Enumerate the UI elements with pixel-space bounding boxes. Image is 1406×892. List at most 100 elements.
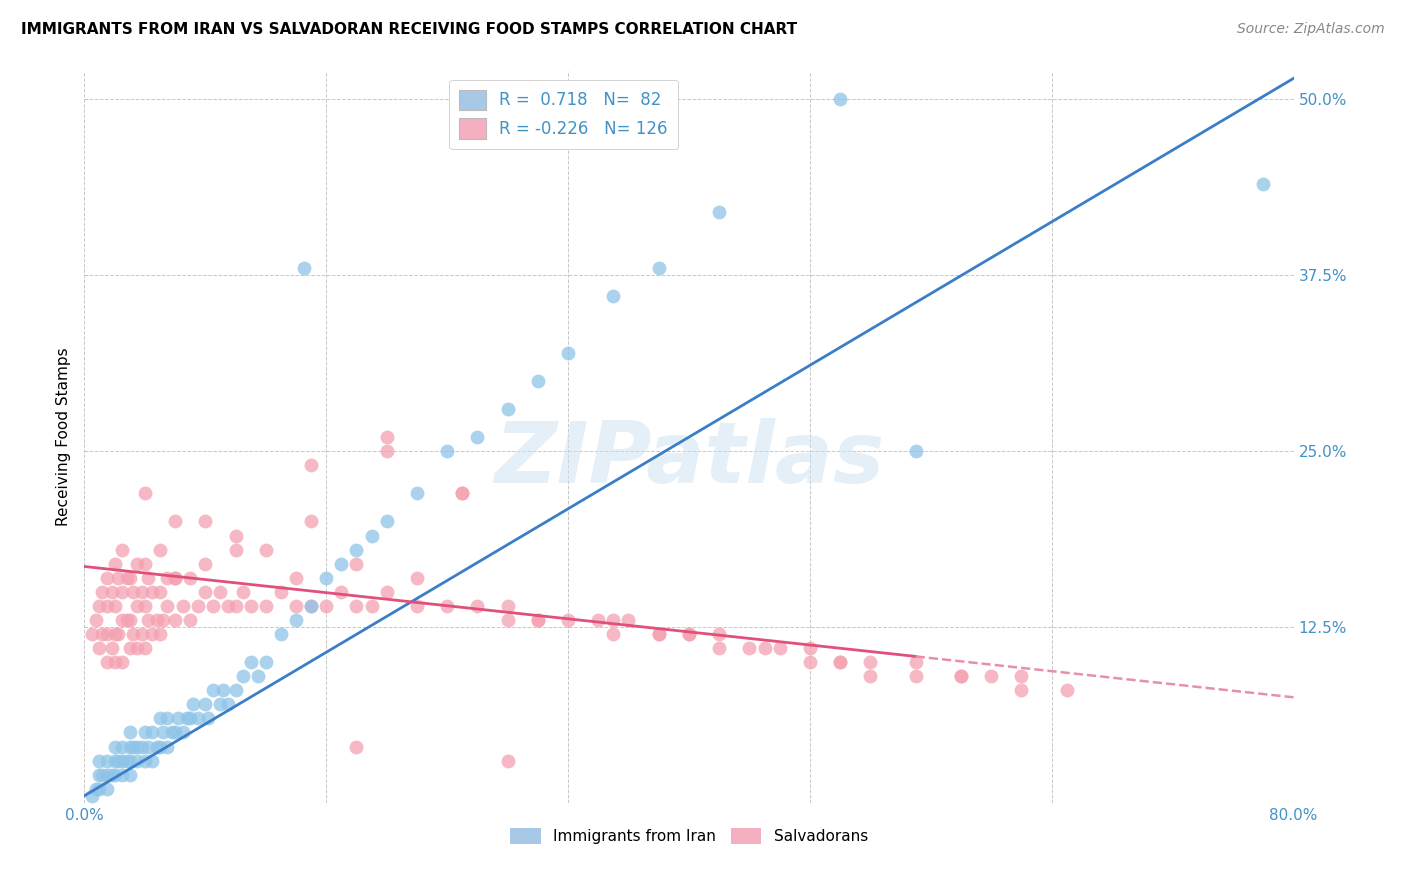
Point (86, 613, 108, 627)
Point (194, 557, 217, 571)
Point (127, 739, 149, 754)
Point (330, 584, 353, 599)
Point (107, 627, 129, 641)
Point (285, 571, 308, 585)
Point (152, 613, 174, 627)
Point (100, 584, 122, 599)
Point (107, 571, 129, 585)
Point (111, 739, 134, 754)
Point (217, 599, 239, 613)
Point (201, 599, 224, 613)
Point (115, 613, 138, 627)
Point (830, 655, 852, 669)
Point (1056, 683, 1078, 698)
Point (859, 655, 882, 669)
Point (104, 739, 127, 754)
Point (950, 669, 973, 683)
Point (96, 571, 118, 585)
Point (648, 627, 671, 641)
Point (149, 542, 172, 557)
Point (451, 486, 474, 500)
Point (225, 528, 247, 542)
Point (201, 683, 224, 698)
Point (830, 93, 852, 107)
Point (496, 754, 519, 768)
Point (165, 571, 187, 585)
Point (160, 725, 183, 739)
Point (225, 599, 247, 613)
Text: ZIPatlas: ZIPatlas (494, 417, 884, 500)
Point (100, 641, 122, 656)
Point (141, 754, 163, 768)
Point (121, 739, 143, 754)
Point (285, 599, 308, 613)
Point (292, 261, 315, 276)
Point (239, 655, 262, 669)
Point (156, 739, 179, 754)
Point (254, 655, 277, 669)
Point (950, 669, 973, 683)
Point (121, 627, 143, 641)
Point (146, 613, 169, 627)
Point (346, 739, 368, 754)
Point (375, 430, 398, 444)
Point (136, 739, 159, 754)
Point (557, 345, 579, 359)
Point (360, 528, 382, 542)
Point (769, 641, 792, 656)
Point (451, 486, 474, 500)
Point (179, 613, 201, 627)
Y-axis label: Receiving Food Stamps: Receiving Food Stamps (56, 348, 72, 526)
Point (136, 571, 159, 585)
Point (104, 557, 127, 571)
Point (254, 599, 277, 613)
Point (232, 669, 254, 683)
Point (496, 401, 519, 416)
Point (1253, 177, 1275, 191)
Point (96, 599, 118, 613)
Point (149, 627, 172, 641)
Point (217, 698, 239, 712)
Point (149, 584, 172, 599)
Point (270, 627, 292, 641)
Point (406, 486, 429, 500)
Point (127, 599, 149, 613)
Point (167, 711, 190, 725)
Point (179, 571, 201, 585)
Point (96, 627, 118, 641)
Point (91, 767, 114, 781)
Point (617, 613, 640, 627)
Point (118, 725, 141, 739)
Point (212, 683, 235, 698)
Point (89, 641, 111, 656)
Point (209, 584, 232, 599)
Text: IMMIGRANTS FROM IRAN VS SALVADORAN RECEIVING FOOD STAMPS CORRELATION CHART: IMMIGRANTS FROM IRAN VS SALVADORAN RECEI… (21, 22, 797, 37)
Point (225, 542, 247, 557)
Point (141, 584, 163, 599)
Point (527, 374, 550, 388)
Point (315, 571, 337, 585)
Point (467, 430, 489, 444)
Point (299, 599, 322, 613)
Point (165, 725, 187, 739)
Point (406, 599, 429, 613)
Point (904, 444, 927, 458)
Point (709, 641, 731, 656)
Point (104, 655, 127, 669)
Point (156, 571, 179, 585)
Point (89, 781, 111, 796)
Point (96, 655, 118, 669)
Point (80, 627, 103, 641)
Point (104, 599, 127, 613)
Point (96, 781, 118, 796)
Point (134, 486, 156, 500)
Point (165, 571, 187, 585)
Point (346, 599, 368, 613)
Point (194, 584, 217, 599)
Point (602, 289, 624, 303)
Point (557, 613, 579, 627)
Text: Source: ZipAtlas.com: Source: ZipAtlas.com (1237, 22, 1385, 37)
Point (111, 584, 134, 599)
Point (118, 613, 141, 627)
Point (239, 599, 262, 613)
